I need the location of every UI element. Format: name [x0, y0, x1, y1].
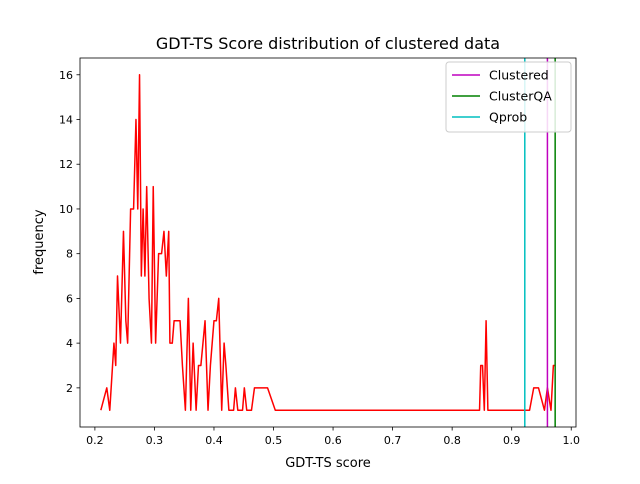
x-tick-label: 0.8 — [443, 434, 461, 447]
x-tick-label: 0.4 — [205, 434, 223, 447]
x-tick-label: 0.5 — [265, 434, 283, 447]
y-axis-label: frequency — [32, 209, 47, 275]
axes-frame — [79, 57, 577, 428]
y-tick-label: 10 — [59, 203, 73, 216]
legend-label-clustered: Clustered — [489, 68, 549, 83]
y-tick-label: 8 — [66, 248, 73, 261]
x-tick-label: 0.7 — [384, 434, 402, 447]
x-tick-label: 0.6 — [324, 434, 342, 447]
legend-box — [445, 61, 572, 133]
legend-label-clusterqa: ClusterQA — [489, 89, 552, 104]
plot-area — [100, 74, 556, 411]
y-tick-label: 16 — [59, 69, 73, 82]
x-axis-label: GDT-TS score — [285, 456, 371, 471]
y-axis-ticks: 2 4 6 8 10 12 14 16 — [59, 69, 80, 395]
y-tick-label: 14 — [59, 114, 73, 127]
chart-title: GDT-TS Score distribution of clustered d… — [156, 34, 500, 53]
y-tick-label: 2 — [66, 382, 73, 395]
x-axis-ticks: 0.2 0.3 0.4 0.5 0.6 0.7 0.8 0.9 1.0 — [86, 427, 580, 447]
y-tick-label: 6 — [66, 292, 73, 305]
legend-label-qprob: Qprob — [489, 110, 527, 125]
series-line-distribution — [100, 74, 556, 411]
x-tick-label: 1.0 — [562, 434, 580, 447]
x-tick-label: 0.9 — [503, 434, 521, 447]
x-tick-label: 0.3 — [146, 434, 164, 447]
x-tick-label: 0.2 — [86, 434, 104, 447]
y-tick-label: 12 — [59, 158, 73, 171]
legend: Clustered ClusterQA Qprob — [445, 61, 572, 133]
y-tick-label: 4 — [66, 337, 73, 350]
